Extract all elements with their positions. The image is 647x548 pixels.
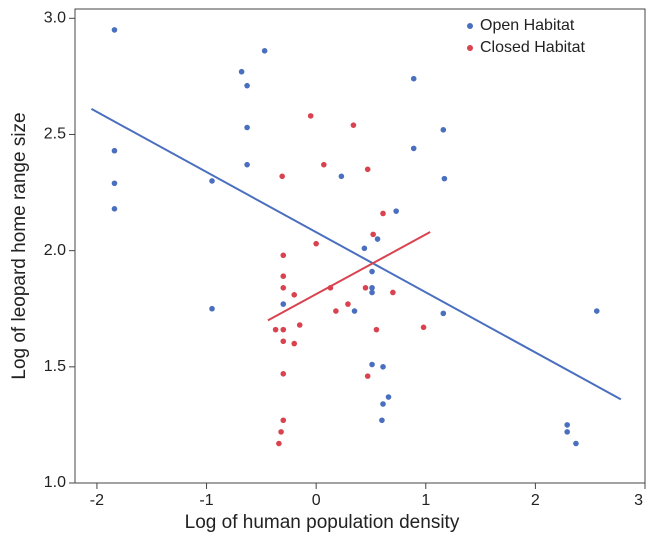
data-point	[364, 166, 371, 173]
data-point	[380, 364, 386, 370]
data-point	[410, 145, 417, 152]
data-point	[244, 82, 250, 89]
y-tick-label: 1.5	[44, 358, 66, 375]
y-tick-label: 2.0	[44, 242, 66, 259]
data-point	[380, 401, 386, 407]
data-point	[370, 231, 376, 238]
legend-marker	[467, 45, 473, 51]
data-point	[296, 322, 303, 328]
data-point	[593, 308, 600, 314]
x-tick-label: 0	[312, 492, 321, 509]
data-point	[374, 236, 381, 242]
data-point	[278, 429, 284, 435]
data-point	[369, 285, 375, 291]
data-point	[276, 440, 282, 447]
data-point	[390, 289, 396, 296]
data-point	[291, 291, 298, 298]
data-point	[373, 326, 380, 333]
data-point	[573, 440, 579, 447]
trend-line	[90, 108, 622, 401]
data-point	[338, 173, 345, 180]
data-point	[209, 178, 215, 184]
data-point	[369, 268, 375, 275]
plot-frame	[74, 8, 646, 484]
data-point	[361, 245, 368, 252]
data-point	[441, 175, 448, 182]
data-point	[280, 326, 287, 333]
data-point	[369, 361, 375, 368]
x-tick-label: -1	[199, 492, 213, 509]
data-point	[280, 338, 287, 345]
legend-label: Open Habitat	[480, 17, 575, 34]
data-point	[351, 308, 358, 314]
data-point	[244, 161, 250, 168]
data-point	[364, 373, 371, 379]
data-point	[393, 208, 399, 214]
data-point	[350, 122, 357, 128]
data-point	[379, 417, 385, 424]
data-point	[380, 210, 386, 217]
data-point	[369, 289, 375, 296]
legend-marker	[467, 23, 473, 29]
x-tick-label: -2	[90, 492, 104, 509]
x-tick-label: 1	[421, 492, 430, 509]
data-point	[111, 147, 118, 154]
data-point	[244, 124, 250, 131]
data-point	[307, 113, 314, 119]
data-point	[385, 394, 392, 400]
data-point	[362, 285, 369, 291]
data-point	[111, 27, 118, 33]
data-point	[280, 252, 287, 259]
trend-line	[267, 231, 431, 322]
data-point	[280, 273, 287, 280]
data-point	[279, 173, 285, 180]
data-point	[440, 127, 447, 133]
data-point	[440, 310, 447, 317]
y-tick-label: 1.0	[44, 474, 66, 491]
data-point	[291, 340, 298, 347]
y-tick-label: 2.5	[44, 126, 66, 143]
legend-label: Closed Habitat	[480, 39, 586, 56]
data-point	[420, 324, 427, 331]
y-tick-label: 3.0	[44, 10, 66, 27]
data-point	[280, 285, 287, 291]
data-point	[238, 68, 245, 75]
data-point	[333, 308, 339, 314]
data-point	[313, 240, 319, 247]
data-point	[280, 417, 287, 424]
x-tick-label: 3	[634, 492, 643, 509]
data-point	[321, 161, 327, 168]
data-point	[209, 305, 215, 312]
x-tick-label: 2	[531, 492, 540, 509]
data-point	[564, 422, 570, 428]
data-point	[345, 301, 351, 307]
data-point	[111, 206, 118, 212]
y-axis-label: Log of leopard home range size	[9, 112, 30, 379]
data-point	[280, 301, 287, 307]
data-point	[261, 48, 268, 54]
data-point	[564, 429, 570, 435]
data-point	[111, 180, 118, 187]
data-point	[410, 75, 417, 82]
data-point	[280, 370, 287, 377]
x-axis-label: Log of human population density	[185, 512, 460, 533]
data-point	[272, 326, 279, 333]
